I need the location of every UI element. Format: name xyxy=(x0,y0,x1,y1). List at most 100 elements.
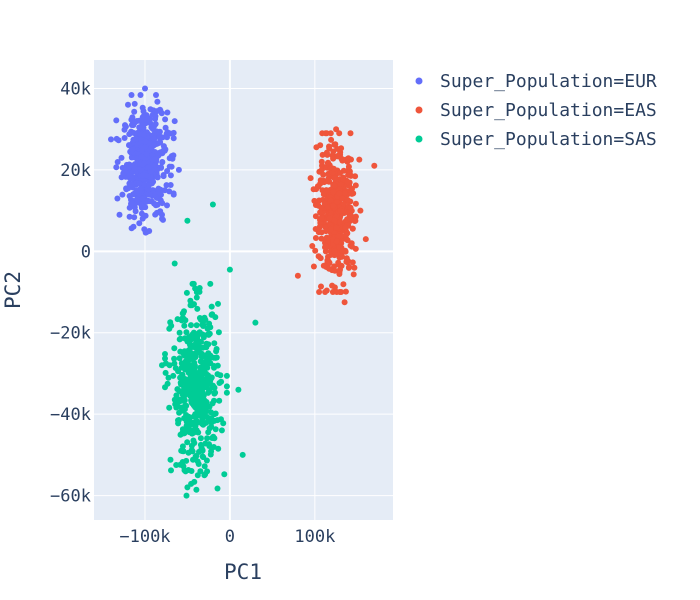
data-point xyxy=(137,92,144,98)
data-point xyxy=(187,344,194,351)
data-point xyxy=(201,463,208,470)
x-tick-label: 0 xyxy=(225,527,235,547)
legend-item[interactable]: Super_Population=EAS xyxy=(415,100,657,121)
data-point xyxy=(114,159,121,165)
data-point xyxy=(342,288,349,295)
data-point xyxy=(188,447,195,453)
data-point xyxy=(151,156,158,163)
data-point xyxy=(173,392,180,399)
data-point xyxy=(215,300,221,307)
data-point xyxy=(184,427,191,434)
data-point xyxy=(113,117,120,124)
data-point xyxy=(184,484,191,491)
data-point xyxy=(163,182,170,189)
data-point xyxy=(371,162,378,169)
data-point xyxy=(134,196,140,203)
data-point xyxy=(320,262,327,269)
data-point xyxy=(119,191,126,198)
data-point xyxy=(141,181,148,188)
data-point xyxy=(310,263,317,270)
data-point xyxy=(131,214,138,221)
legend[interactable]: Super_Population=EUR Super_Population=EAS… xyxy=(415,71,657,150)
data-point xyxy=(206,441,212,448)
legend-item[interactable]: Super_Population=SAS xyxy=(415,129,657,150)
data-point xyxy=(197,468,204,475)
data-point xyxy=(179,448,186,455)
y-tick-label: −20k xyxy=(50,324,91,344)
data-point xyxy=(167,456,174,463)
y-axis-ticks: 40k 20k 0 −20k −40k −60k xyxy=(50,79,91,506)
data-point xyxy=(336,271,343,277)
data-point xyxy=(199,416,206,422)
data-point xyxy=(199,408,205,415)
data-point xyxy=(108,136,114,143)
data-point xyxy=(197,435,204,442)
data-point xyxy=(194,399,201,406)
y-tick-label: −60k xyxy=(50,487,91,507)
data-point xyxy=(170,191,177,198)
data-point xyxy=(213,346,220,352)
data-point xyxy=(315,202,322,209)
data-point xyxy=(198,353,205,360)
data-point xyxy=(190,369,197,376)
data-point xyxy=(203,398,210,405)
data-point xyxy=(175,166,182,173)
data-point xyxy=(166,325,173,332)
data-point xyxy=(339,195,346,202)
data-point xyxy=(211,435,218,442)
data-point xyxy=(172,365,179,372)
legend-item[interactable]: Super_Population=EUR xyxy=(415,71,657,92)
data-point xyxy=(312,247,319,254)
data-point xyxy=(312,226,319,232)
data-point xyxy=(312,235,319,241)
data-point xyxy=(226,266,233,273)
data-point xyxy=(162,124,169,131)
data-point xyxy=(197,441,204,448)
data-point xyxy=(328,136,335,143)
data-point xyxy=(131,108,138,115)
data-point xyxy=(119,164,126,171)
data-point xyxy=(189,400,196,406)
data-point xyxy=(352,213,359,220)
data-point xyxy=(152,211,159,218)
data-point xyxy=(214,485,221,492)
data-point xyxy=(113,164,120,171)
data-point xyxy=(131,165,138,172)
data-point xyxy=(129,146,136,153)
data-point xyxy=(151,135,157,142)
x-tick-label: −100k xyxy=(119,527,170,547)
data-point xyxy=(181,406,188,413)
data-point xyxy=(204,325,211,332)
data-point xyxy=(140,131,147,138)
data-point xyxy=(317,177,324,184)
data-point xyxy=(344,197,351,203)
data-point xyxy=(345,156,352,163)
data-point xyxy=(161,187,168,194)
data-point xyxy=(343,258,350,265)
data-point xyxy=(121,135,128,141)
data-point xyxy=(131,100,138,107)
data-point xyxy=(196,369,203,376)
data-point xyxy=(344,237,351,244)
data-point xyxy=(357,207,364,214)
data-point xyxy=(349,259,356,266)
data-point xyxy=(191,362,198,369)
data-point xyxy=(183,289,190,296)
data-point xyxy=(164,380,171,387)
data-point xyxy=(223,389,230,396)
data-point xyxy=(337,218,344,225)
data-point xyxy=(331,267,338,274)
data-point xyxy=(201,317,208,324)
y-axis-title: PC2 xyxy=(1,271,25,309)
data-point xyxy=(126,172,133,179)
data-point xyxy=(146,182,153,188)
data-point xyxy=(186,416,193,423)
x-tick-label: 100k xyxy=(294,527,335,547)
data-point xyxy=(176,336,183,343)
data-point xyxy=(211,390,218,397)
data-point xyxy=(143,116,150,123)
data-point xyxy=(167,172,174,179)
data-point xyxy=(193,289,200,296)
data-point xyxy=(187,297,194,304)
